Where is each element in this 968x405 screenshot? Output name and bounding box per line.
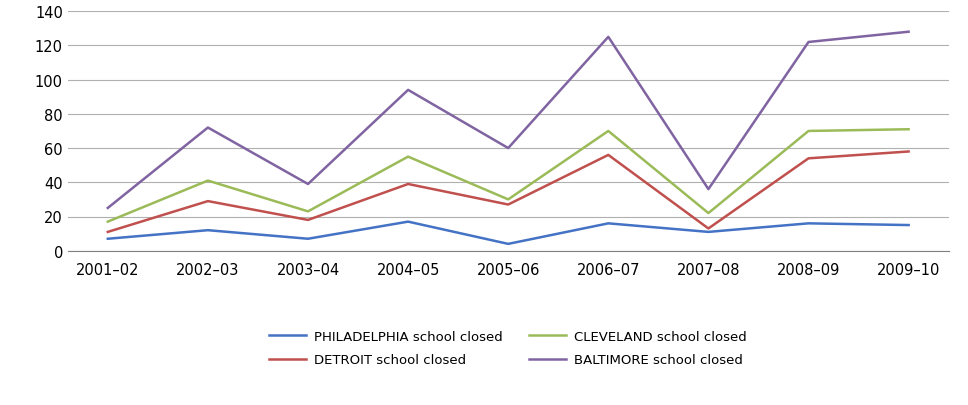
Legend: PHILADELPHIA school closed, DETROIT school closed, CLEVELAND school closed, BALT: PHILADELPHIA school closed, DETROIT scho… [264,324,752,371]
